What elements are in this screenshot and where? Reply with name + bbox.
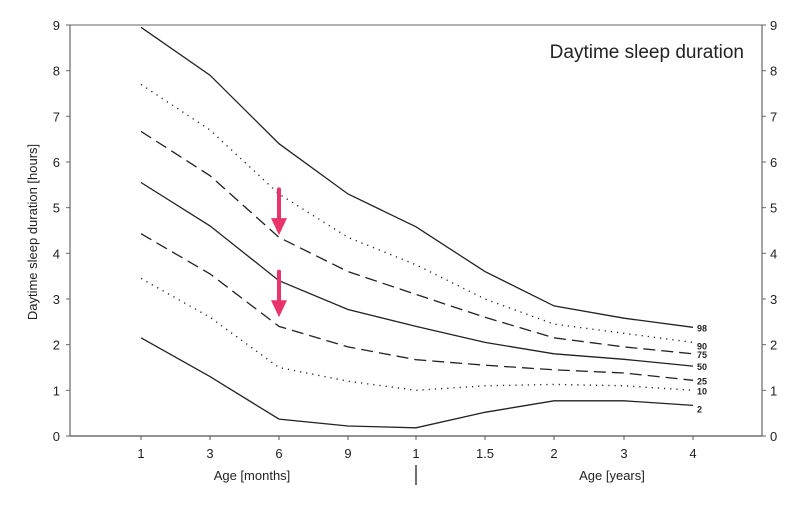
y-axis-label: Daytime sleep duration [hours] <box>25 144 40 320</box>
x-tick-label: 9 <box>344 446 351 461</box>
percentile-label-98: 98 <box>697 323 707 333</box>
x-tick-label: 3 <box>206 446 213 461</box>
percentile-line-98 <box>140 26 694 328</box>
y-tick-label-right: 2 <box>770 338 777 353</box>
percentile-label-2: 2 <box>697 404 702 414</box>
y-tick-label-left: 2 <box>53 338 60 353</box>
y-tick-label-left: 4 <box>53 246 60 261</box>
arrow-head <box>271 300 287 318</box>
y-tick-label-left: 0 <box>53 429 60 444</box>
highlight-arrow <box>271 187 287 236</box>
arrow-head <box>271 218 287 236</box>
percentile-line-90 <box>140 83 694 344</box>
y-tick-label-right: 9 <box>770 18 777 33</box>
y-tick-label-right: 4 <box>770 246 777 261</box>
x-tick-label: 1 <box>137 446 144 461</box>
x-axis-label-years: Age [years] <box>579 468 645 483</box>
percentile-line-75 <box>140 130 694 355</box>
y-tick-label-left: 8 <box>53 64 60 79</box>
x-axis-label-months: Age [months] <box>214 468 291 483</box>
percentile-label-90: 90 <box>697 341 707 351</box>
x-tick-label: 1.5 <box>476 446 494 461</box>
percentile-line-25 <box>140 233 694 381</box>
x-tick-label: 4 <box>689 446 696 461</box>
y-tick-label-left: 9 <box>53 18 60 33</box>
y-tick-label-right: 7 <box>770 109 777 124</box>
y-tick-label-left: 3 <box>53 292 60 307</box>
percentile-label-25: 25 <box>697 376 707 386</box>
chart-title: Daytime sleep duration <box>550 42 744 63</box>
x-tick-label: 6 <box>275 446 282 461</box>
y-tick-label-right: 6 <box>770 155 777 170</box>
y-tick-label-left: 5 <box>53 201 60 216</box>
percentile-label-50: 50 <box>697 362 707 372</box>
y-tick-label-right: 8 <box>770 64 777 79</box>
y-tick-label-right: 0 <box>770 429 777 444</box>
percentile-label-10: 10 <box>697 386 707 396</box>
y-tick-label-right: 3 <box>770 292 777 307</box>
y-tick-label-right: 5 <box>770 201 777 216</box>
y-tick-label-left: 6 <box>53 155 60 170</box>
x-tick-label: 1 <box>412 446 419 461</box>
y-tick-label-left: 7 <box>53 109 60 124</box>
percentile-label-75: 75 <box>697 350 707 360</box>
percentile-line-50 <box>140 181 694 367</box>
y-tick-label-right: 1 <box>770 383 777 398</box>
percentile-line-2 <box>140 337 694 429</box>
highlight-arrow <box>271 269 287 318</box>
x-tick-label: 2 <box>550 446 557 461</box>
x-tick-label: 3 <box>620 446 627 461</box>
y-tick-label-left: 1 <box>53 383 60 398</box>
